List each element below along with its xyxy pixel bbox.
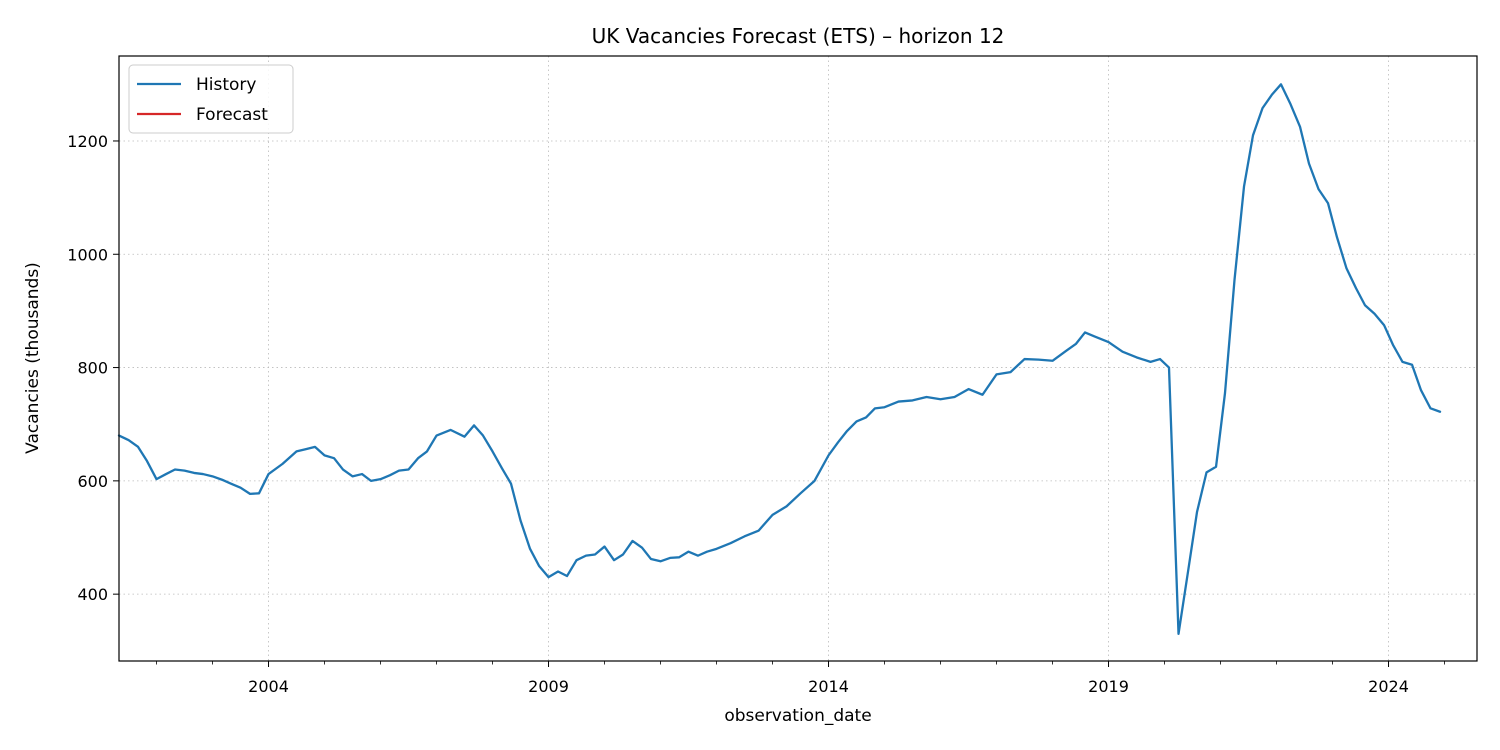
y-tick-label: 400 <box>77 585 108 604</box>
legend-forecast-label: Forecast <box>196 105 268 125</box>
y-tick-label: 600 <box>77 472 108 491</box>
y-tick-label: 1000 <box>67 245 108 264</box>
x-tick-label: 2019 <box>1088 677 1129 696</box>
x-axis-title: observation_date <box>724 706 871 726</box>
legend: History Forecast <box>129 65 293 133</box>
y-tick-label: 800 <box>77 359 108 378</box>
legend-history-label: History <box>196 75 256 95</box>
chart-title: UK Vacancies Forecast (ETS) – horizon 12 <box>592 24 1005 48</box>
y-tick-label: 1200 <box>67 132 108 151</box>
x-tick-label: 2014 <box>808 677 849 696</box>
y-axis-title: Vacancies (thousands) <box>23 262 43 454</box>
x-tick-label: 2009 <box>528 677 569 696</box>
x-tick-label: 2004 <box>248 677 289 696</box>
x-tick-label: 2024 <box>1368 677 1409 696</box>
